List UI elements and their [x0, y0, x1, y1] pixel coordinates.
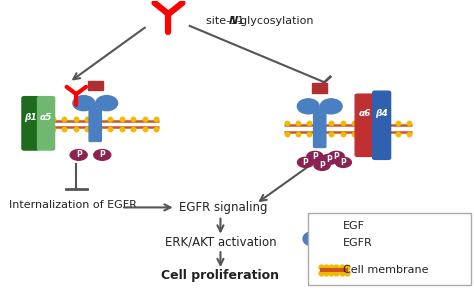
FancyBboxPatch shape	[308, 213, 471, 285]
Text: P: P	[312, 152, 318, 161]
Ellipse shape	[320, 99, 342, 114]
FancyBboxPatch shape	[373, 91, 391, 159]
Circle shape	[307, 151, 323, 162]
Ellipse shape	[326, 231, 348, 246]
Text: β1: β1	[24, 113, 37, 122]
Circle shape	[70, 150, 87, 160]
FancyBboxPatch shape	[89, 105, 101, 142]
Circle shape	[314, 160, 330, 170]
Text: β4: β4	[375, 109, 388, 118]
Circle shape	[328, 151, 344, 162]
Text: N: N	[229, 16, 238, 27]
Text: ERK/AKT activation: ERK/AKT activation	[164, 235, 276, 248]
Ellipse shape	[303, 231, 325, 246]
Ellipse shape	[96, 96, 118, 111]
FancyBboxPatch shape	[355, 94, 374, 156]
Text: α6: α6	[358, 109, 371, 118]
Text: P: P	[340, 158, 346, 167]
Text: P: P	[76, 150, 82, 159]
Ellipse shape	[73, 96, 95, 111]
Text: P: P	[326, 155, 332, 164]
Ellipse shape	[297, 99, 319, 114]
Text: P: P	[319, 161, 325, 170]
Text: EGFR signaling: EGFR signaling	[179, 201, 268, 214]
FancyBboxPatch shape	[314, 108, 326, 148]
Circle shape	[94, 150, 111, 160]
Text: P: P	[100, 150, 105, 159]
Text: EGFR: EGFR	[343, 238, 373, 248]
Text: Cell membrane: Cell membrane	[343, 265, 429, 275]
Text: P: P	[303, 158, 309, 167]
FancyBboxPatch shape	[22, 97, 39, 150]
Text: α5: α5	[40, 113, 52, 122]
Circle shape	[298, 157, 314, 167]
Text: Cell proliferation: Cell proliferation	[162, 269, 280, 283]
Circle shape	[321, 154, 337, 164]
Circle shape	[335, 157, 351, 167]
FancyBboxPatch shape	[319, 239, 331, 258]
Text: EGF: EGF	[343, 221, 365, 231]
Text: site-11: site-11	[206, 16, 248, 27]
Text: -glycosylation: -glycosylation	[236, 16, 314, 27]
Text: Internalization of EGFR: Internalization of EGFR	[9, 200, 137, 210]
FancyBboxPatch shape	[37, 97, 55, 150]
Text: P: P	[333, 152, 339, 161]
